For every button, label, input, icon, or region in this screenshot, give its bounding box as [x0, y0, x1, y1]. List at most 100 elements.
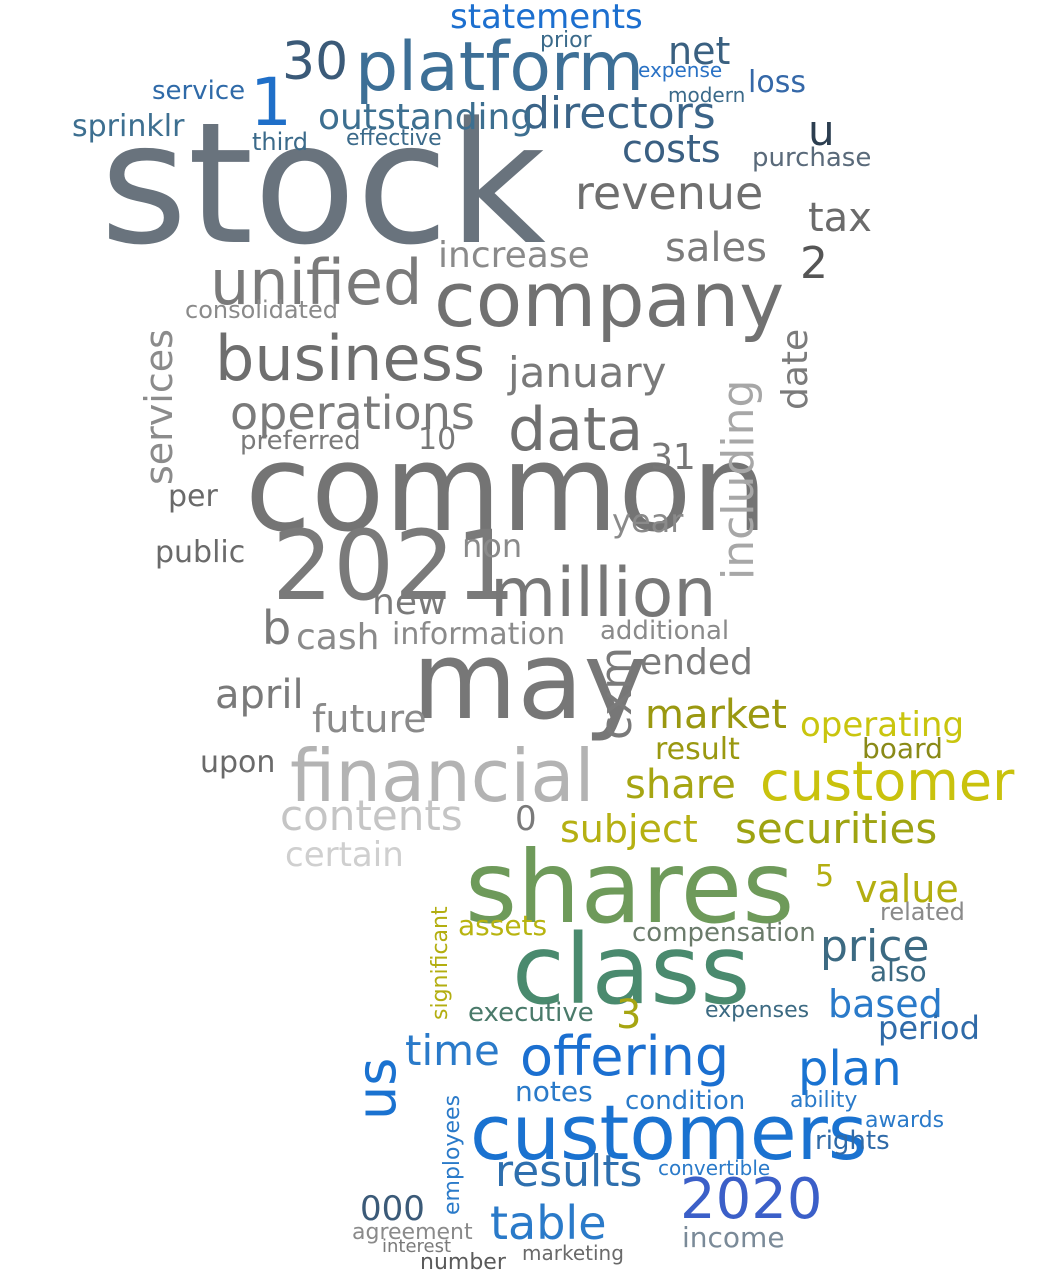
word: public [155, 535, 246, 570]
word: employees [440, 1094, 465, 1215]
word: executive [468, 998, 594, 1028]
word: period [878, 1009, 980, 1047]
word: business [215, 322, 486, 395]
word: outstanding [318, 97, 534, 138]
word: purchase [752, 143, 872, 173]
word: share [625, 762, 736, 808]
word: u [808, 106, 835, 155]
word: consolidated [185, 296, 338, 324]
word: convertible [658, 1156, 771, 1180]
word: assets [458, 909, 548, 942]
word: including [713, 379, 764, 580]
word: notes [515, 1075, 593, 1108]
word: based [828, 982, 943, 1026]
word: net [668, 29, 731, 73]
word: value [855, 867, 959, 911]
word: platform [355, 28, 644, 107]
word: expense [638, 58, 723, 82]
word: condition [625, 1086, 746, 1116]
word: income [682, 1221, 785, 1254]
word: revenue [575, 166, 764, 220]
word: 000 [360, 1189, 425, 1229]
word: costs [622, 127, 721, 171]
word: market [645, 692, 787, 738]
word: plan [798, 1041, 902, 1097]
word: number [420, 1250, 506, 1275]
word: agreement [352, 1220, 473, 1245]
word: class [512, 914, 751, 1026]
word: 2 [800, 238, 828, 289]
word: loss [748, 65, 806, 100]
word: increase [438, 235, 590, 276]
word: information [392, 617, 566, 652]
word: data [508, 395, 644, 465]
word: significant [428, 906, 453, 1020]
word: modern [668, 83, 746, 107]
word: 30 [282, 32, 349, 92]
word: securities [735, 804, 938, 853]
word: non [462, 527, 523, 565]
word: 3 [616, 992, 642, 1038]
word: 5 [815, 859, 835, 894]
word: certain [285, 835, 404, 875]
word: april [215, 672, 304, 718]
word: services [137, 329, 181, 485]
word: future [312, 697, 427, 741]
word: ended [640, 642, 753, 683]
word: compensation [632, 918, 816, 948]
word: year [612, 502, 684, 540]
word: tax [808, 195, 872, 241]
word: cxm [591, 646, 642, 740]
word: ability [790, 1088, 858, 1113]
word: marketing [522, 1241, 624, 1265]
word: may [412, 619, 648, 744]
word: board [862, 732, 943, 765]
word: 31 [650, 437, 696, 478]
word: awards [865, 1108, 945, 1133]
word: 1 [250, 64, 292, 141]
word: per [168, 479, 218, 514]
word: price [820, 921, 930, 972]
word: prior [540, 28, 592, 53]
word: 2021 [272, 510, 517, 622]
word: 10 [418, 422, 457, 457]
word: effective [346, 126, 442, 151]
word: preferred [240, 426, 361, 456]
word: interest [382, 1236, 452, 1257]
word: customer [760, 750, 1015, 813]
word: contents [280, 791, 463, 840]
word: 0 [515, 799, 537, 839]
word: financial [290, 734, 595, 818]
word: date [775, 328, 816, 410]
word: company [434, 255, 785, 344]
word: stock [100, 86, 546, 282]
word: related [880, 898, 965, 926]
word: upon [200, 745, 276, 780]
word: million [490, 554, 717, 633]
word: common [245, 420, 768, 559]
word: unified [210, 246, 423, 319]
word: service [152, 76, 246, 106]
word: rights [815, 1126, 890, 1156]
word: 2020 [680, 1167, 823, 1232]
word: statements [450, 0, 643, 37]
word: additional [600, 616, 730, 646]
word: operating [800, 705, 965, 745]
word: new [372, 582, 447, 623]
word: cash [296, 617, 380, 658]
word: table [490, 1196, 607, 1250]
word: us [345, 1057, 408, 1120]
word: offering [520, 1025, 730, 1088]
word: shares [465, 829, 795, 946]
word: sprinklr [72, 109, 185, 144]
word: result [655, 732, 740, 767]
word: third [252, 128, 308, 156]
word: expenses [705, 998, 810, 1023]
word: operations [230, 386, 475, 440]
word: customers [470, 1088, 868, 1177]
word: b [262, 601, 292, 655]
word: results [495, 1146, 643, 1197]
word: january [508, 348, 667, 397]
word: time [405, 1026, 500, 1075]
